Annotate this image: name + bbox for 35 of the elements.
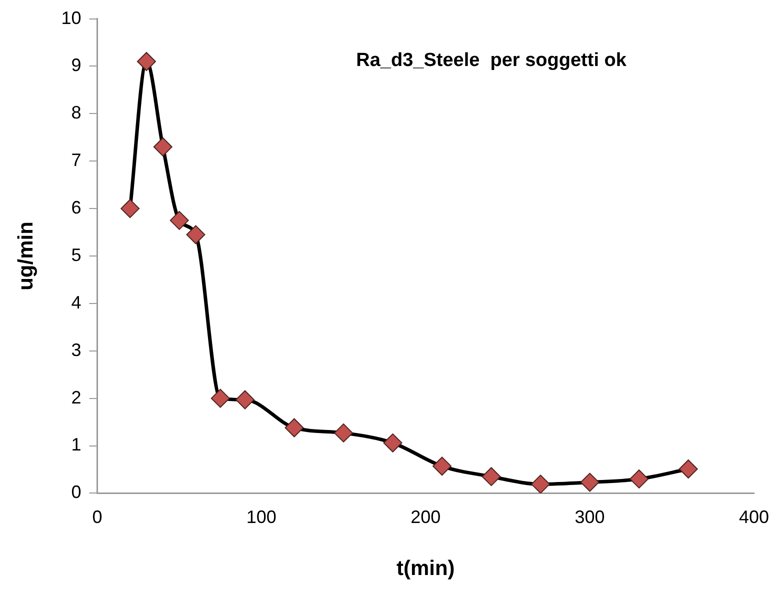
- y-axis-title: ug/min: [14, 222, 38, 290]
- point: [235, 390, 254, 410]
- point: [334, 423, 354, 442]
- point: [136, 52, 156, 71]
- y-tick-label: 9: [71, 55, 82, 76]
- point: [531, 474, 550, 494]
- y-tick-label: 2: [71, 387, 82, 408]
- y-tick-label: 10: [61, 8, 82, 28]
- x-tick-label: 200: [410, 506, 441, 527]
- x-tick-label: 0: [92, 506, 102, 527]
- y-tick-label: 5: [71, 244, 82, 265]
- point: [170, 210, 189, 230]
- point: [580, 472, 600, 492]
- y-tick-label: 8: [71, 102, 82, 123]
- text: Ra_d3_Steele per soggetti ok: [356, 50, 627, 72]
- y-tick-label: 0: [71, 482, 82, 502]
- point: [432, 456, 452, 476]
- point: [284, 418, 304, 438]
- y-tick-label: 1: [71, 434, 82, 455]
- x-axis-title: t(min): [396, 557, 455, 580]
- point: [153, 137, 172, 156]
- point: [210, 388, 230, 408]
- x-tick-label: 300: [574, 506, 605, 527]
- y-tick-label: 7: [71, 150, 82, 170]
- point: [482, 467, 501, 486]
- y-tick-label: 6: [71, 198, 82, 218]
- y-tick-label: 3: [71, 340, 82, 360]
- point: [120, 199, 140, 218]
- point: [630, 469, 649, 488]
- x-tick-label: 100: [246, 506, 276, 527]
- x-tick-label: 400: [738, 506, 770, 527]
- y-tick-label: 4: [71, 292, 82, 312]
- point: [186, 225, 206, 244]
- point: [383, 433, 402, 452]
- point: [678, 460, 698, 479]
